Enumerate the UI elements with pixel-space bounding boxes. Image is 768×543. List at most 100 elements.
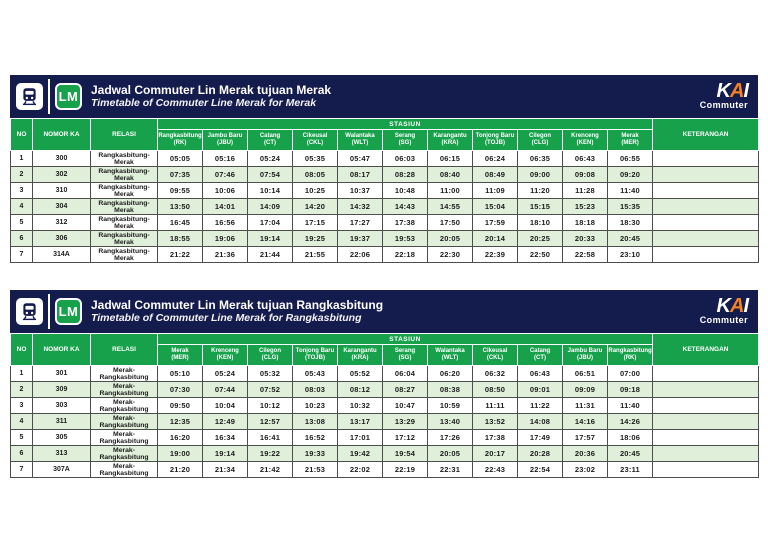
time-cell: 11:40 — [606, 397, 654, 414]
relasi-cell: Merak-Rangkasbitung — [90, 381, 158, 398]
time-cell: 06:04 — [382, 365, 428, 382]
time-cell: 17:38 — [472, 429, 518, 446]
row-number: 6 — [10, 230, 33, 247]
row-number: 4 — [10, 198, 33, 215]
timetable-row: 4 311 Merak-Rangkasbitung 12:35 12:49 12:57 13… — [10, 413, 760, 430]
time-cell: 17:38 — [382, 214, 428, 231]
time-cell: 15:35 — [606, 198, 654, 215]
station-header: Tonjong Baru (TOJB) — [472, 129, 518, 151]
station-header: Cikeusal (CKL) — [472, 344, 518, 366]
time-cell: 21:53 — [292, 461, 338, 478]
time-cell: 23:02 — [562, 461, 608, 478]
row-number: 3 — [10, 397, 33, 414]
station-header: Karangantu (KRA) — [427, 129, 473, 151]
table-title: Jadwal Commuter Lin Merak tujuan Merak — [91, 83, 332, 97]
time-cell: 14:43 — [382, 198, 428, 215]
station-header: Tonjong Baru (TOJB) — [292, 344, 338, 366]
relasi-cell: Rangkasbitung-Merak — [90, 198, 158, 215]
station-header: Serang (SG) — [382, 129, 428, 151]
band-divider — [48, 294, 50, 329]
row-number: 2 — [10, 381, 33, 398]
time-cell: 05:05 — [157, 150, 203, 167]
row-number: 7 — [10, 461, 33, 478]
time-cell: 13:50 — [157, 198, 203, 215]
table-subtitle: Timetable of Commuter Line Merak for Ran… — [91, 312, 362, 324]
time-cell: 10:23 — [292, 397, 338, 414]
header-no: NO — [10, 333, 33, 366]
time-cell: 06:03 — [382, 150, 428, 167]
time-cell: 10:06 — [202, 182, 248, 199]
station-header-row: Rangkasbitung (RK) Jambu Baru (JBU) Catang (C… — [11, 129, 759, 151]
time-cell: 10:59 — [427, 397, 473, 414]
time-cell: 07:44 — [202, 381, 248, 398]
time-cell: 12:57 — [247, 413, 293, 430]
station-header: Catang (CT) — [247, 129, 293, 151]
time-cell: 08:05 — [292, 166, 338, 183]
time-cell: 11:20 — [517, 182, 563, 199]
time-cell: 08:38 — [427, 381, 473, 398]
keterangan-cell — [652, 365, 760, 382]
time-cell: 21:44 — [247, 246, 293, 263]
time-cell: 09:20 — [606, 166, 654, 183]
relasi-cell: Merak-Rangkasbitung — [90, 445, 158, 462]
train-icon — [16, 83, 43, 110]
timetable-row: 3 303 Merak-Rangkasbitung 09:50 10:04 10:12 10… — [10, 397, 760, 414]
relasi-cell: Merak-Rangkasbitung — [90, 461, 158, 478]
header-nomor-ka: NOMOR KA — [32, 118, 91, 151]
time-cell: 17:26 — [427, 429, 473, 446]
timetable-row: 6 313 Merak-Rangkasbitung 19:00 19:14 19:22 19… — [10, 445, 760, 462]
time-cell: 09:09 — [562, 381, 608, 398]
relasi-cell: Merak-Rangkasbitung — [90, 397, 158, 414]
time-cell: 11:40 — [606, 182, 654, 199]
time-cell: 14:32 — [337, 198, 383, 215]
station-header: Cilegon (CLG) — [517, 129, 563, 151]
keterangan-cell — [652, 214, 760, 231]
time-cell: 11:28 — [562, 182, 608, 199]
time-cell: 19:53 — [382, 230, 428, 247]
time-cell: 19:06 — [202, 230, 248, 247]
header-stasiun: STASIUN — [156, 118, 654, 130]
station-header-row: Merak (MER) Krenceng (KEN) Cilegon (CLG) Tonjo… — [11, 344, 759, 366]
train-number: 305 — [32, 429, 91, 446]
time-cell: 08:03 — [292, 381, 338, 398]
time-cell: 05:32 — [247, 365, 293, 382]
timetable-row: 2 302 Rangkasbitung-Merak 07:35 07:46 07:54 08… — [10, 166, 760, 183]
relasi-cell: Merak-Rangkasbitung — [90, 365, 158, 382]
time-cell: 10:12 — [247, 397, 293, 414]
relasi-cell: Rangkasbitung-Merak — [90, 246, 158, 263]
band-divider — [48, 79, 50, 114]
timetable-row: 7 307A Merak-Rangkasbitung 21:20 21:34 21:42 2… — [10, 461, 760, 478]
keterangan-cell — [652, 429, 760, 446]
train-number: 304 — [32, 198, 91, 215]
time-cell: 20:33 — [562, 230, 608, 247]
keterangan-cell — [652, 461, 760, 478]
time-cell: 17:49 — [517, 429, 563, 446]
kai-commuter-label: Commuter — [699, 315, 748, 325]
relasi-cell: Merak-Rangkasbitung — [90, 429, 158, 446]
keterangan-cell — [652, 166, 760, 183]
time-cell: 23:11 — [606, 461, 654, 478]
row-number: 1 — [10, 365, 33, 382]
time-cell: 20:36 — [562, 445, 608, 462]
time-cell: 19:33 — [292, 445, 338, 462]
time-cell: 21:36 — [202, 246, 248, 263]
kai-commuter-logo: KAI Commuter — [699, 296, 752, 325]
time-cell: 09:55 — [157, 182, 203, 199]
kai-wordmark: KAI — [716, 80, 749, 102]
train-number: 313 — [32, 445, 91, 462]
time-cell: 19:14 — [202, 445, 248, 462]
time-cell: 18:30 — [606, 214, 654, 231]
header-relasi: RELASI — [90, 333, 158, 366]
time-cell: 07:00 — [606, 365, 654, 382]
time-cell: 08:50 — [472, 381, 518, 398]
timetable-row: 7 314A Rangkasbitung-Merak 21:22 21:36 21:44 2… — [10, 246, 760, 263]
table-title: Jadwal Commuter Lin Merak tujuan Rangkas… — [91, 298, 384, 312]
keterangan-cell — [652, 198, 760, 215]
time-cell: 08:40 — [427, 166, 473, 183]
time-cell: 14:16 — [562, 413, 608, 430]
time-cell: 17:12 — [382, 429, 428, 446]
time-cell: 21:20 — [157, 461, 203, 478]
time-cell: 11:09 — [472, 182, 518, 199]
time-cell: 10:37 — [337, 182, 383, 199]
train-number: 311 — [32, 413, 91, 430]
